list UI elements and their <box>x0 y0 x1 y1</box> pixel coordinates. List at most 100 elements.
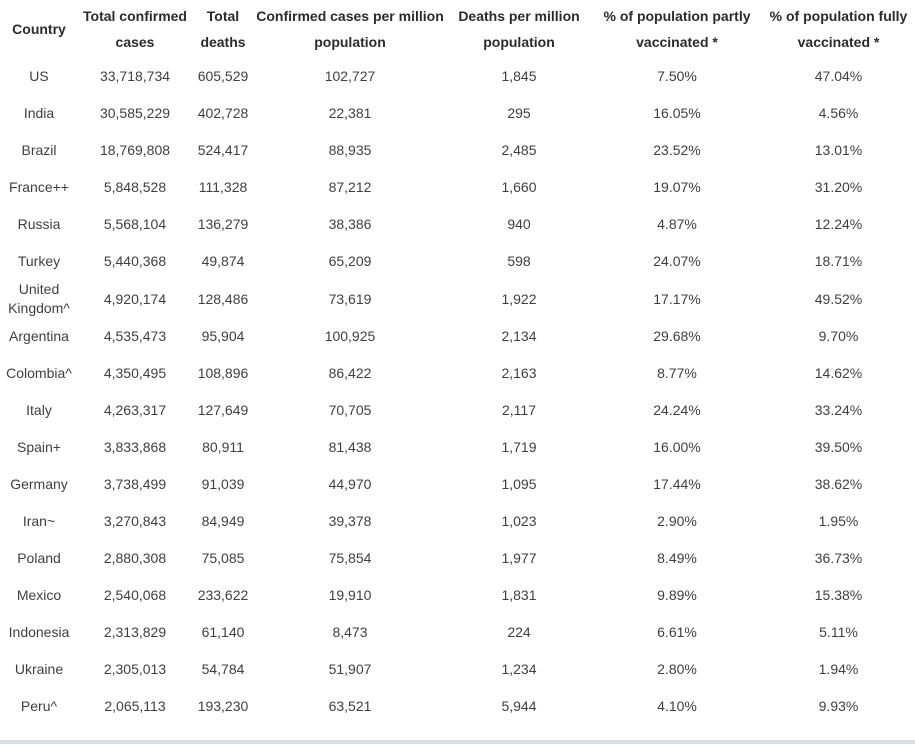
value-cell: 4,920,174 <box>78 280 192 318</box>
value-cell: 7.50% <box>592 58 762 95</box>
value-cell: 2,117 <box>446 392 592 429</box>
value-cell: 91,039 <box>192 466 254 503</box>
table-row: Iran~ 3,270,843 84,949 39,378 1,023 2.90% 1.95… <box>0 503 915 540</box>
value-cell: 4.56% <box>762 95 915 132</box>
value-cell: 14.62% <box>762 355 915 392</box>
value-cell: 4,535,473 <box>78 318 192 355</box>
country-cell: France++ <box>0 169 78 206</box>
column-header-cases-per-million: Confirmed cases per million population <box>254 0 446 58</box>
country-cell: India <box>0 95 78 132</box>
value-cell: 39.50% <box>762 429 915 466</box>
table-row: Spain+ 3,833,868 80,911 81,438 1,719 16.00% 39… <box>0 429 915 466</box>
value-cell: 1,719 <box>446 429 592 466</box>
value-cell: 5,568,104 <box>78 206 192 243</box>
country-cell: Turkey <box>0 243 78 280</box>
value-cell: 65,209 <box>254 243 446 280</box>
value-cell: 8,473 <box>254 614 446 651</box>
table-row: India 30,585,229 402,728 22,381 295 16.05% 4.5… <box>0 95 915 132</box>
value-cell: 4,350,495 <box>78 355 192 392</box>
value-cell: 9.89% <box>592 577 762 614</box>
country-cell: Argentina <box>0 318 78 355</box>
value-cell: 47.04% <box>762 58 915 95</box>
value-cell: 15.38% <box>762 577 915 614</box>
value-cell: 75,085 <box>192 540 254 577</box>
table-row: United Kingdom^ 4,920,174 128,486 73,619 1,9… <box>0 280 915 318</box>
value-cell: 18,769,808 <box>78 132 192 169</box>
value-cell: 1,234 <box>446 651 592 688</box>
table-row: Indonesia 2,313,829 61,140 8,473 224 6.61% 5.1… <box>0 614 915 651</box>
value-cell: 1,660 <box>446 169 592 206</box>
value-cell: 24.24% <box>592 392 762 429</box>
value-cell: 5.11% <box>762 614 915 651</box>
value-cell: 49,874 <box>192 243 254 280</box>
value-cell: 80,911 <box>192 429 254 466</box>
country-cell: Indonesia <box>0 614 78 651</box>
value-cell: 102,727 <box>254 58 446 95</box>
country-cell: Poland <box>0 540 78 577</box>
value-cell: 87,212 <box>254 169 446 206</box>
value-cell: 39,378 <box>254 503 446 540</box>
value-cell: 95,904 <box>192 318 254 355</box>
value-cell: 3,270,843 <box>78 503 192 540</box>
value-cell: 12.24% <box>762 206 915 243</box>
value-cell: 4.10% <box>592 688 762 725</box>
table-row: Poland 2,880,308 75,085 75,854 1,977 8.49% 36.… <box>0 540 915 577</box>
value-cell: 136,279 <box>192 206 254 243</box>
value-cell: 16.05% <box>592 95 762 132</box>
table-row: Turkey 5,440,368 49,874 65,209 598 24.07% 18.7… <box>0 243 915 280</box>
value-cell: 100,925 <box>254 318 446 355</box>
value-cell: 36.73% <box>762 540 915 577</box>
value-cell: 2.80% <box>592 651 762 688</box>
value-cell: 3,833,868 <box>78 429 192 466</box>
value-cell: 2,163 <box>446 355 592 392</box>
value-cell: 1,845 <box>446 58 592 95</box>
value-cell: 38,386 <box>254 206 446 243</box>
header-row: Country Total confirmed cases Total deat… <box>0 0 915 58</box>
table-row: Brazil 18,769,808 524,417 88,935 2,485 23.52%… <box>0 132 915 169</box>
value-cell: 17.44% <box>592 466 762 503</box>
covid-stats-table: Country Total confirmed cases Total deat… <box>0 0 915 725</box>
value-cell: 44,970 <box>254 466 446 503</box>
column-header-deaths-per-million: Deaths per million population <box>446 0 592 58</box>
value-cell: 75,854 <box>254 540 446 577</box>
country-cell: United Kingdom^ <box>0 280 78 318</box>
country-cell: Germany <box>0 466 78 503</box>
value-cell: 54,784 <box>192 651 254 688</box>
table-row: Colombia^ 4,350,495 108,896 86,422 2,163 8.77… <box>0 355 915 392</box>
table-row: Italy 4,263,317 127,649 70,705 2,117 24.24% 33… <box>0 392 915 429</box>
value-cell: 29.68% <box>592 318 762 355</box>
value-cell: 1,095 <box>446 466 592 503</box>
value-cell: 23.52% <box>592 132 762 169</box>
country-cell: Ukraine <box>0 651 78 688</box>
table-header: Country Total confirmed cases Total deat… <box>0 0 915 58</box>
value-cell: 19.07% <box>592 169 762 206</box>
value-cell: 73,619 <box>254 280 446 318</box>
table-row: Ukraine 2,305,013 54,784 51,907 1,234 2.80% 1.… <box>0 651 915 688</box>
value-cell: 5,848,528 <box>78 169 192 206</box>
value-cell: 49.52% <box>762 280 915 318</box>
value-cell: 402,728 <box>192 95 254 132</box>
column-header-partly-vaccinated: % of population partly vaccinated * <box>592 0 762 58</box>
value-cell: 1,922 <box>446 280 592 318</box>
value-cell: 70,705 <box>254 392 446 429</box>
value-cell: 2,313,829 <box>78 614 192 651</box>
value-cell: 8.77% <box>592 355 762 392</box>
value-cell: 4.87% <box>592 206 762 243</box>
value-cell: 2.90% <box>592 503 762 540</box>
value-cell: 33,718,734 <box>78 58 192 95</box>
value-cell: 16.00% <box>592 429 762 466</box>
column-header-total-confirmed-cases: Total confirmed cases <box>78 0 192 58</box>
value-cell: 2,540,068 <box>78 577 192 614</box>
country-cell: Colombia^ <box>0 355 78 392</box>
value-cell: 2,134 <box>446 318 592 355</box>
value-cell: 4,263,317 <box>78 392 192 429</box>
value-cell: 2,065,113 <box>78 688 192 725</box>
value-cell: 193,230 <box>192 688 254 725</box>
value-cell: 6.61% <box>592 614 762 651</box>
table-body: US 33,718,734 605,529 102,727 1,845 7.50% 47.0… <box>0 58 915 725</box>
value-cell: 940 <box>446 206 592 243</box>
bottom-edge-bar <box>0 740 915 744</box>
country-cell: Mexico <box>0 577 78 614</box>
value-cell: 2,305,013 <box>78 651 192 688</box>
value-cell: 13.01% <box>762 132 915 169</box>
